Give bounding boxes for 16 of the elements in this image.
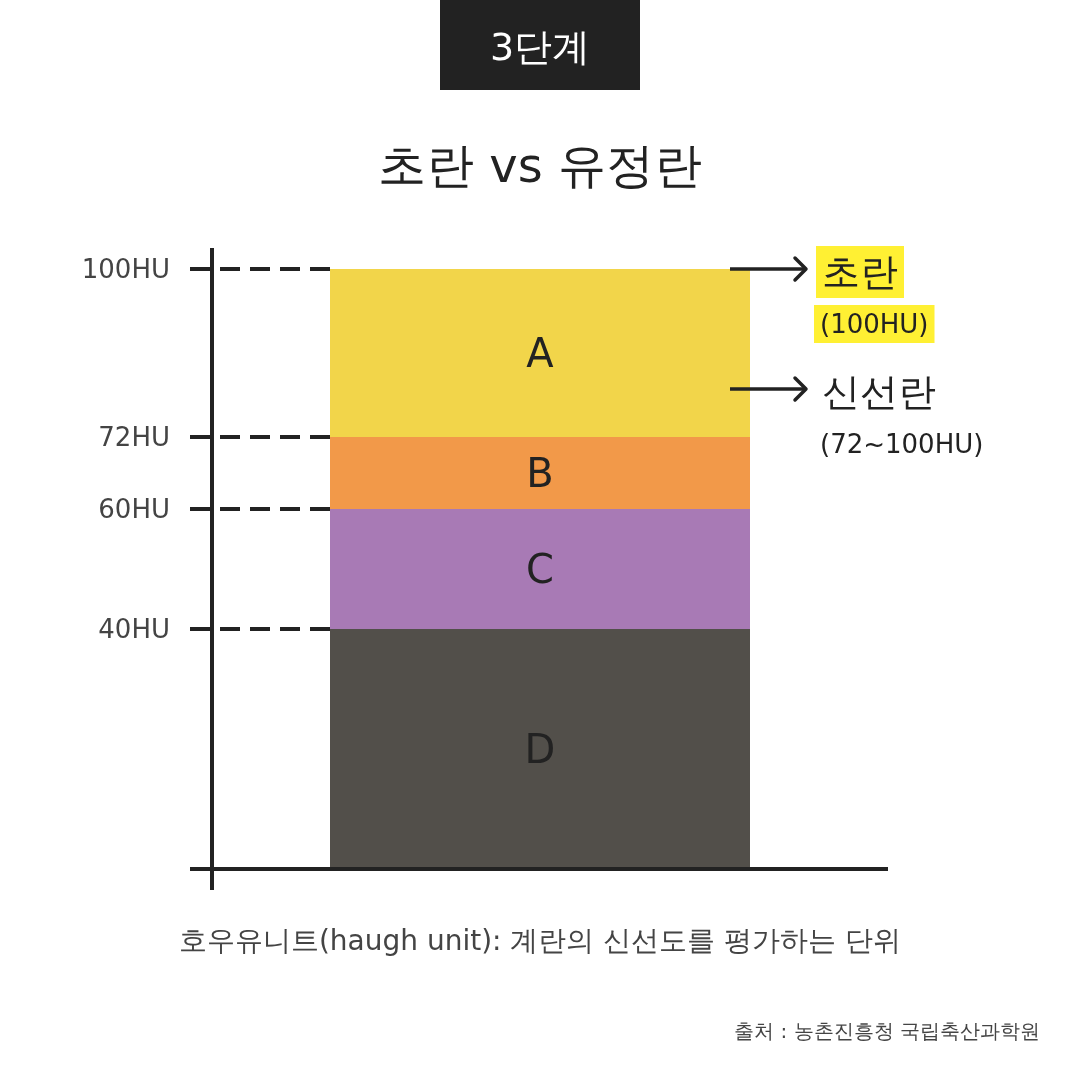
bar [330,269,750,437]
chart-subtitle: 3단계 [489,25,591,69]
y-tick-label: 72HU [98,422,170,453]
y-tick-label: 60HU [98,494,170,525]
chart-title: 초란 vs 유정란 [378,137,702,193]
text: 호우유니트(haugh unit): 계란의 신선도를 평가하는 단위 [178,924,902,957]
source-note: 출처 : 농촌진흥청 국립축산과학원 [734,1019,1040,1043]
y-tick-label: 100HU [81,254,170,285]
series-label: B [526,450,554,497]
bar [330,509,750,629]
text: 신선란 (72~100HU) [820,370,984,459]
text: 초란 (100HU) [820,250,929,339]
series-label: A [526,330,555,377]
bar [330,437,750,509]
series-label: C [526,546,554,593]
y-tick-label: 40HU [98,614,170,645]
